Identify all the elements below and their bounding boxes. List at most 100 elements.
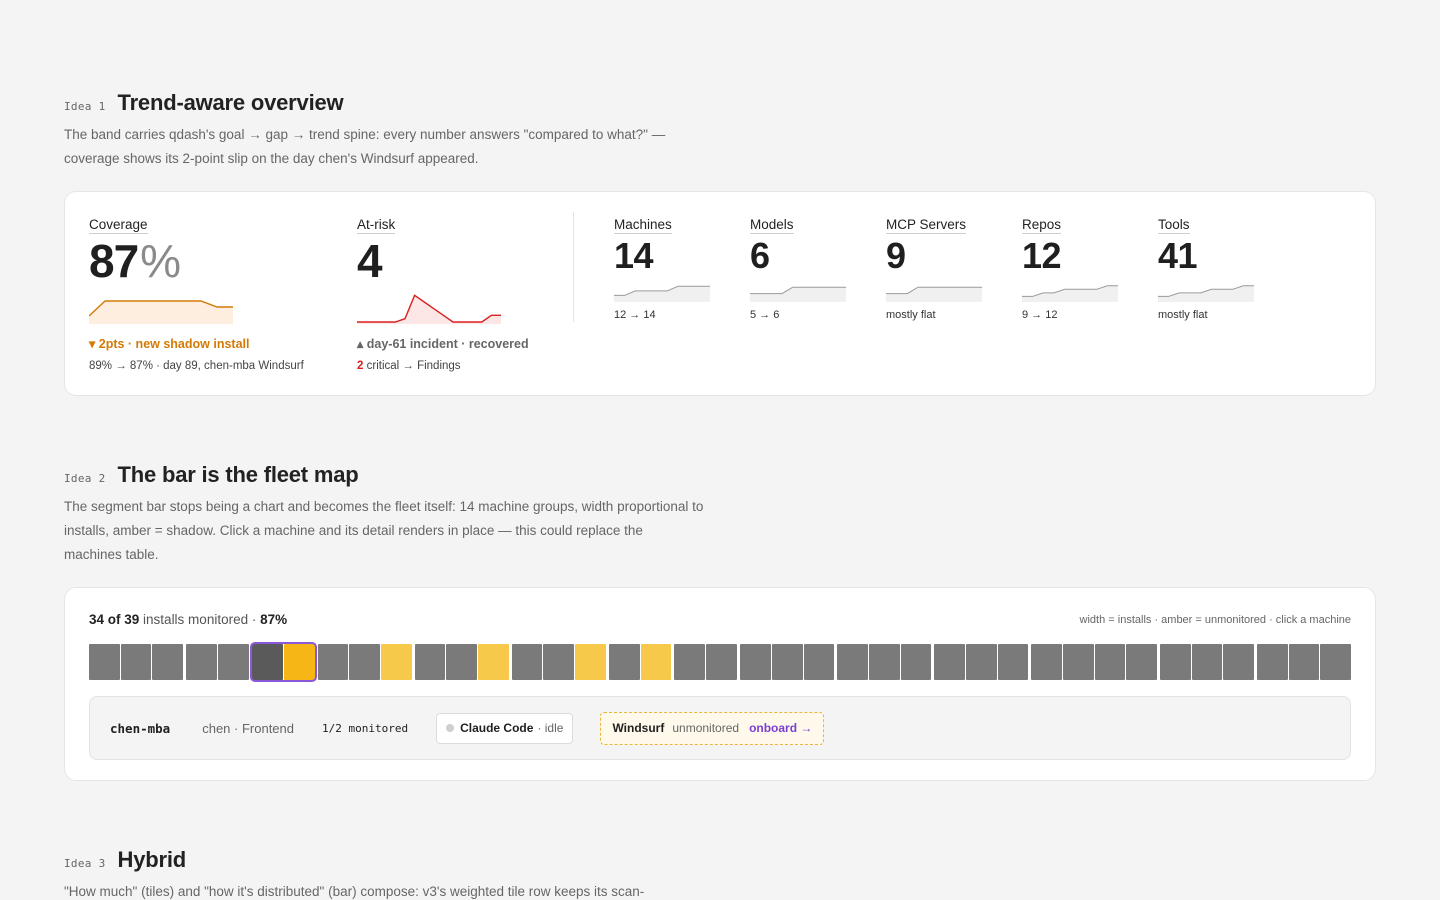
machine-group[interactable] (1256, 644, 1351, 680)
install-segment-monitored (543, 644, 575, 680)
install-segment-monitored (837, 644, 868, 680)
install-segment-monitored (1031, 644, 1063, 680)
sparkline-area (750, 287, 846, 302)
stat-machines[interactable]: Machines 14 12 → 14 (614, 216, 714, 321)
machine-group[interactable] (1031, 644, 1157, 680)
fleet-map-card: 34 of 39 installs monitored · 87% width … (64, 587, 1376, 781)
sparkline-line (614, 285, 710, 296)
install-segment-monitored (868, 644, 900, 680)
install-segment-unmonitored (477, 644, 509, 680)
install-segment-monitored (1063, 644, 1094, 680)
idea3-title: Hybrid (117, 847, 187, 872)
idle-status-dot-icon (446, 724, 455, 732)
coverage-value: 87% (89, 235, 181, 287)
install-segment-monitored (706, 644, 738, 680)
install-segment-monitored (349, 644, 380, 680)
install-segment-monitored (1191, 644, 1223, 680)
sparkline-area (1158, 285, 1254, 302)
install-segment-monitored (1159, 644, 1191, 680)
sparkline-line (886, 286, 982, 295)
stat-value: 6 (750, 235, 770, 276)
machine-hostname: chen-mba (110, 720, 171, 736)
coverage-trend-detail: 89% → 87% · day 89, chen-mba Windsurf (89, 360, 304, 372)
stat-note: 5 → 6 (750, 309, 780, 321)
coverage-sparkline (89, 300, 233, 324)
coverage-kpi[interactable]: Coverage 87% ▾ 2pts · new shadow install… (89, 216, 304, 372)
install-segment-unmonitored (380, 644, 412, 680)
install-segment-monitored (608, 644, 640, 680)
stat-mcp-servers[interactable]: MCP Servers 9 mostly flat (886, 216, 986, 321)
stat-value: 9 (886, 235, 906, 276)
install-segment-monitored (1223, 644, 1254, 680)
install-segment-monitored (152, 644, 184, 680)
machine-group[interactable] (317, 644, 412, 680)
stat-note: mostly flat (886, 309, 936, 321)
machine-group[interactable] (837, 644, 932, 680)
coverage-label: Coverage (89, 217, 148, 234)
stat-value: 14 (614, 235, 654, 276)
install-segment-monitored (120, 644, 152, 680)
install-segment-monitored (1126, 644, 1157, 680)
tool-chip-claude-code[interactable]: Claude Code · idle (436, 712, 574, 744)
install-segment-monitored (966, 644, 997, 680)
machine-group[interactable] (511, 644, 606, 680)
idea2-tag: Idea 2 (64, 472, 106, 485)
atrisk-sparkline (357, 294, 501, 324)
install-segment-monitored (446, 644, 477, 680)
install-segment-monitored (934, 644, 966, 680)
coverage-trend-note: ▾ 2pts · new shadow install (89, 337, 250, 351)
machine-group[interactable] (414, 644, 509, 680)
stat-tools[interactable]: Tools 41 mostly flat (1158, 216, 1258, 321)
install-segment-monitored (1256, 644, 1288, 680)
install-segment-monitored (1094, 644, 1126, 680)
tool-name: Claude Code (460, 721, 534, 735)
machine-group[interactable] (89, 644, 184, 680)
atrisk-findings-link[interactable]: 2 critical → Findings (357, 360, 461, 372)
idea1-description: The band carries qdash's goal → gap → tr… (64, 127, 666, 166)
fleet-bar-legend: width = installs · amber = unmonitored ·… (1079, 614, 1351, 626)
stat-sparkline (1022, 285, 1118, 302)
onboard-link[interactable]: onboard → (749, 721, 813, 735)
stat-note: mostly flat (1158, 309, 1208, 321)
idea2-description: The segment bar stops being a chart and … (64, 499, 704, 562)
machine-group[interactable] (186, 644, 249, 680)
sparkline-area (886, 287, 982, 302)
tool-chip-windsurf[interactable]: Windsurf unmonitored onboard → (600, 711, 825, 745)
machine-group[interactable] (608, 644, 672, 680)
idea3-tag: Idea 3 (64, 857, 106, 870)
stat-repos[interactable]: Repos 12 9 → 12 (1022, 216, 1122, 321)
stat-label: Tools (1158, 217, 1190, 234)
machine-group[interactable] (1159, 644, 1254, 680)
machine-group[interactable] (934, 644, 1029, 680)
machine-group[interactable] (674, 644, 738, 680)
install-segment-monitored (740, 644, 771, 680)
stat-value: 12 (1022, 235, 1062, 276)
stat-label: Machines (614, 217, 672, 234)
sparkline-area (357, 295, 501, 324)
stat-label: Repos (1022, 217, 1062, 234)
stat-label: MCP Servers (886, 217, 967, 234)
stat-sparkline (614, 285, 710, 302)
install-segment-monitored (186, 644, 217, 680)
machine-monitored-count: 1/2 monitored (322, 721, 409, 735)
tool-status: · idle (537, 721, 564, 735)
idea2-header: Idea 2 The bar is the fleet map (64, 462, 359, 488)
overview-card: Coverage 87% ▾ 2pts · new shadow install… (64, 191, 1376, 396)
idea1-header: Idea 1 Trend-aware overview (64, 90, 344, 116)
installs-summary: 34 of 39 installs monitored · 87% (89, 612, 288, 627)
atrisk-value: 4 (357, 235, 383, 287)
atrisk-kpi[interactable]: At-risk 4 ▴ day-61 incident · recovered … (357, 216, 529, 372)
stat-models[interactable]: Models 6 5 → 6 (750, 216, 850, 321)
machine-group[interactable] (740, 644, 835, 680)
idea1-tag: Idea 1 (64, 100, 106, 113)
machine-group[interactable] (249, 642, 317, 682)
install-segment-unmonitored (575, 644, 606, 680)
stat-note: 9 → 12 (1022, 309, 1058, 321)
idea3-description: "How much" (tiles) and "how it's distrib… (64, 884, 645, 899)
install-segment-monitored (1320, 644, 1351, 680)
sparkline-line (1158, 285, 1254, 297)
sparkline-line (750, 286, 846, 295)
stat-value: 41 (1158, 235, 1198, 276)
tool-status: unmonitored (672, 721, 740, 735)
kpi-divider (573, 212, 574, 322)
